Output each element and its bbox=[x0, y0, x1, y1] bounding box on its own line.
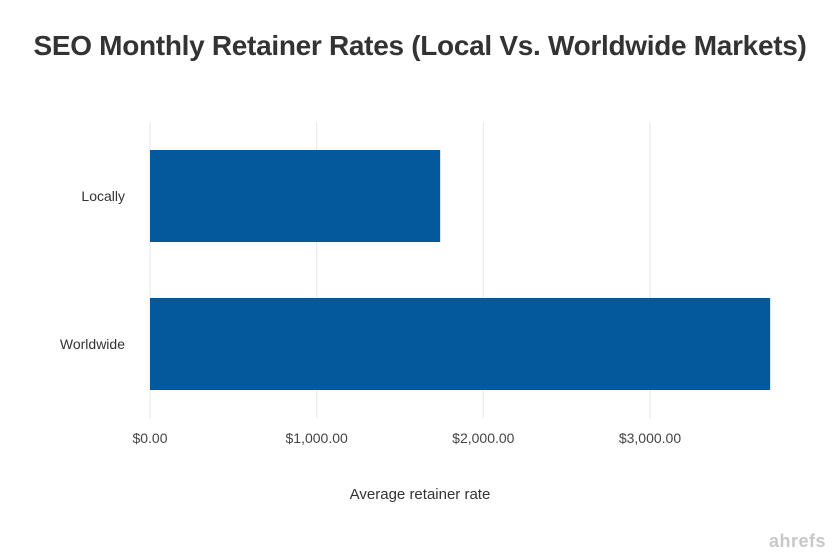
x-axis-title: Average retainer rate bbox=[350, 486, 491, 503]
x-tick-label: $1,000.00 bbox=[286, 430, 348, 446]
category-labels: Locally Worldwide bbox=[60, 188, 125, 352]
x-tick-label: $2,000.00 bbox=[452, 430, 514, 446]
x-tick-label: $0.00 bbox=[132, 430, 167, 446]
bars bbox=[150, 150, 771, 390]
bar-worldwide bbox=[150, 298, 771, 390]
bar-locally bbox=[150, 150, 441, 242]
ahrefs-logo-watermark: ahrefs bbox=[768, 531, 826, 551]
x-tick-label: $3,000.00 bbox=[619, 430, 681, 446]
chart-title: SEO Monthly Retainer Rates (Local Vs. Wo… bbox=[33, 30, 807, 61]
category-label: Worldwide bbox=[60, 336, 125, 352]
x-tick-labels: $0.00 $1,000.00 $2,000.00 $3,000.00 bbox=[132, 430, 681, 446]
category-label: Locally bbox=[81, 188, 125, 204]
